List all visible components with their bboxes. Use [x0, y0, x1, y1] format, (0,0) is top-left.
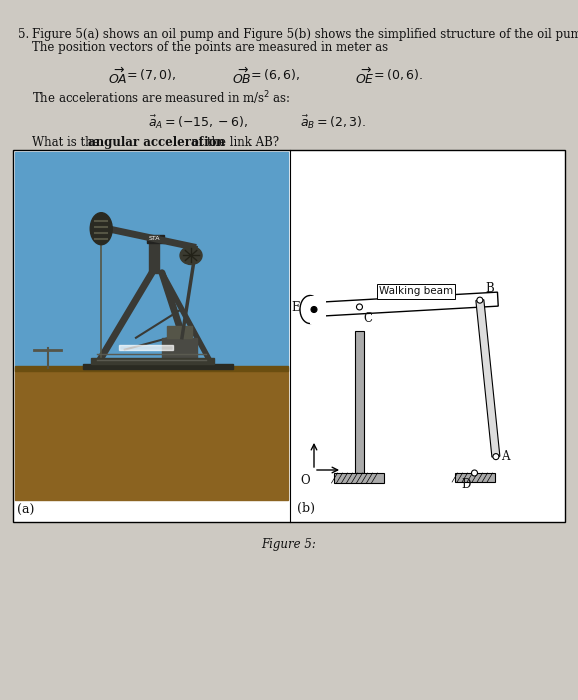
- Bar: [13, 150, 565, 522]
- Ellipse shape: [300, 295, 320, 323]
- Text: $= (6,6),$: $= (6,6),$: [248, 67, 300, 82]
- Text: $= (0,6).$: $= (0,6).$: [371, 67, 423, 82]
- Bar: [83, 364, 234, 369]
- Text: Walking beam: Walking beam: [379, 286, 453, 297]
- Bar: [15, 368, 288, 500]
- Bar: [310, 295, 326, 323]
- Bar: [91, 358, 214, 364]
- Circle shape: [477, 297, 483, 303]
- Bar: [149, 243, 159, 273]
- Ellipse shape: [90, 213, 112, 245]
- Text: The position vectors of the points are measured in meter as: The position vectors of the points are m…: [32, 41, 388, 54]
- Text: (b): (b): [297, 502, 315, 515]
- Text: A: A: [501, 450, 509, 463]
- Bar: [147, 234, 164, 243]
- Circle shape: [311, 307, 317, 312]
- Text: $\vec{a}_A = (-15,-6),$: $\vec{a}_A = (-15,-6),$: [148, 114, 248, 132]
- Text: angular acceleration: angular acceleration: [88, 136, 225, 149]
- Text: $\vec{a}_B = (2,3).$: $\vec{a}_B = (2,3).$: [300, 114, 366, 132]
- Text: O: O: [301, 474, 310, 487]
- Text: $\overrightarrow{OE}$: $\overrightarrow{OE}$: [355, 67, 375, 87]
- Bar: [454, 473, 495, 482]
- Text: D: D: [461, 478, 470, 491]
- Text: 5.: 5.: [18, 28, 29, 41]
- Bar: [15, 152, 288, 368]
- Text: STA: STA: [148, 236, 160, 241]
- Bar: [335, 473, 384, 483]
- Bar: [355, 331, 364, 473]
- Text: $= (7,0),$: $= (7,0),$: [124, 67, 176, 82]
- Ellipse shape: [180, 246, 202, 265]
- Text: $\overrightarrow{OA}$: $\overrightarrow{OA}$: [108, 67, 128, 87]
- Text: (a): (a): [17, 504, 34, 517]
- Text: Figure 5(a) shows an oil pump and Figure 5(b) shows the simplified structure of : Figure 5(a) shows an oil pump and Figure…: [32, 28, 578, 41]
- Polygon shape: [314, 292, 498, 316]
- Text: E: E: [291, 301, 300, 314]
- Bar: [15, 366, 288, 371]
- Circle shape: [493, 454, 499, 460]
- Text: C: C: [364, 312, 372, 325]
- Text: Figure 5:: Figure 5:: [262, 538, 316, 551]
- Bar: [118, 345, 173, 350]
- Text: B: B: [485, 282, 494, 295]
- Text: What is the: What is the: [32, 136, 103, 149]
- Circle shape: [357, 304, 362, 310]
- Bar: [162, 338, 197, 366]
- Circle shape: [472, 470, 477, 476]
- Polygon shape: [476, 300, 500, 457]
- Text: $\overrightarrow{OB}$: $\overrightarrow{OB}$: [232, 67, 251, 87]
- Bar: [294, 152, 563, 520]
- Bar: [167, 326, 192, 338]
- Text: The accelerations are measured in m/s$^2$ as:: The accelerations are measured in m/s$^2…: [32, 89, 291, 106]
- Text: of the link AB?: of the link AB?: [188, 136, 279, 149]
